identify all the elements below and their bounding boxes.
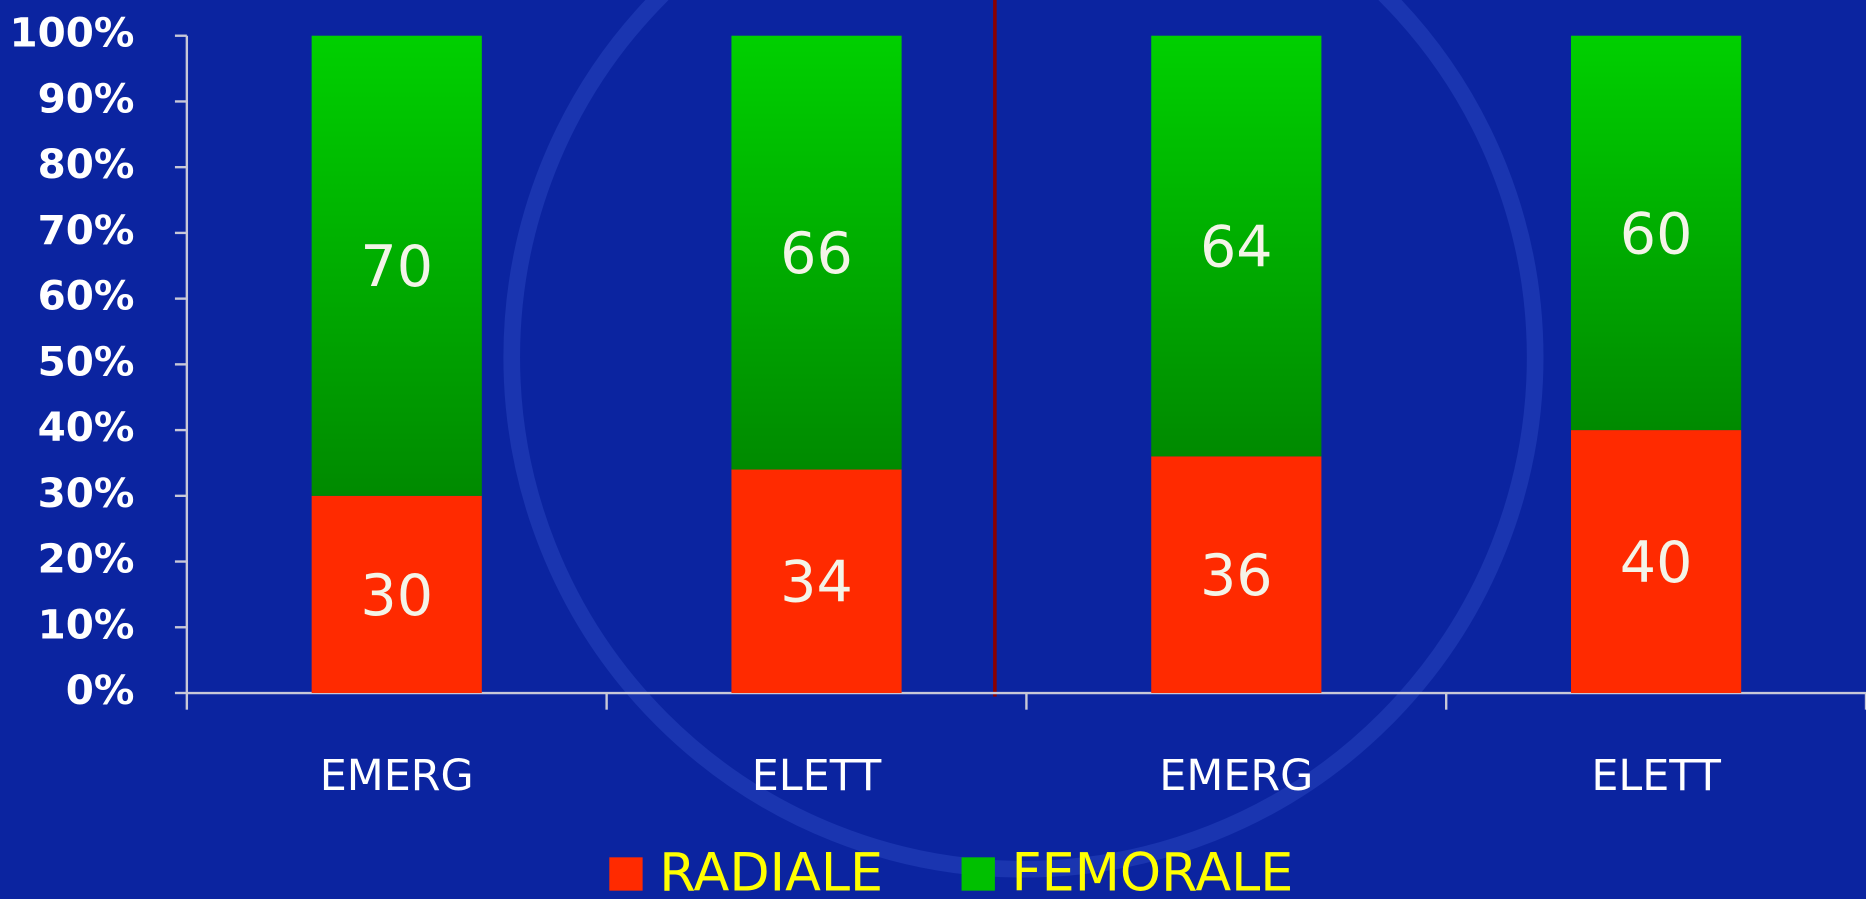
- data-label: 34: [780, 550, 853, 616]
- bar-segment: [731, 35, 902, 470]
- y-tick-label: 50%: [38, 337, 135, 385]
- data-label: 60: [1620, 201, 1693, 267]
- data-label: 30: [360, 563, 433, 629]
- data-label: 36: [1200, 543, 1273, 609]
- data-label: 40: [1620, 530, 1693, 596]
- legend-swatch: [961, 857, 995, 891]
- bar-segment: [311, 35, 482, 496]
- y-tick-label: 80%: [38, 140, 135, 188]
- bar-segment: [1151, 35, 1322, 457]
- bar-segment: [311, 495, 482, 694]
- y-tick-label: 100%: [9, 9, 134, 57]
- watermark: [503, 0, 1544, 878]
- x-tick-label: EMERG: [320, 751, 474, 801]
- legend-label: RADIALE: [659, 842, 883, 899]
- y-tick-label: 20%: [38, 535, 135, 583]
- y-tick-label: 10%: [38, 600, 135, 648]
- data-label: 64: [1200, 214, 1273, 280]
- bar-segment: [1571, 35, 1742, 431]
- y-tick-label: 0%: [66, 666, 135, 714]
- data-label: 66: [780, 221, 853, 287]
- bar-segment: [1571, 430, 1742, 694]
- legend-label: FEMORALE: [1012, 842, 1294, 899]
- x-tick-label: ELETT: [752, 751, 882, 801]
- x-tick-label: ELETT: [1591, 751, 1721, 801]
- data-label: 70: [360, 234, 433, 300]
- y-tick-label: 30%: [38, 469, 135, 517]
- bar-segment: [731, 469, 902, 694]
- y-tick-label: 40%: [38, 403, 135, 451]
- y-tick-label: 90%: [38, 74, 135, 122]
- x-tick-label: EMERG: [1159, 751, 1313, 801]
- legend-swatch: [609, 857, 643, 891]
- y-tick-label: 70%: [38, 206, 135, 254]
- bar-segment: [1151, 456, 1322, 694]
- y-tick-label: 60%: [38, 272, 135, 320]
